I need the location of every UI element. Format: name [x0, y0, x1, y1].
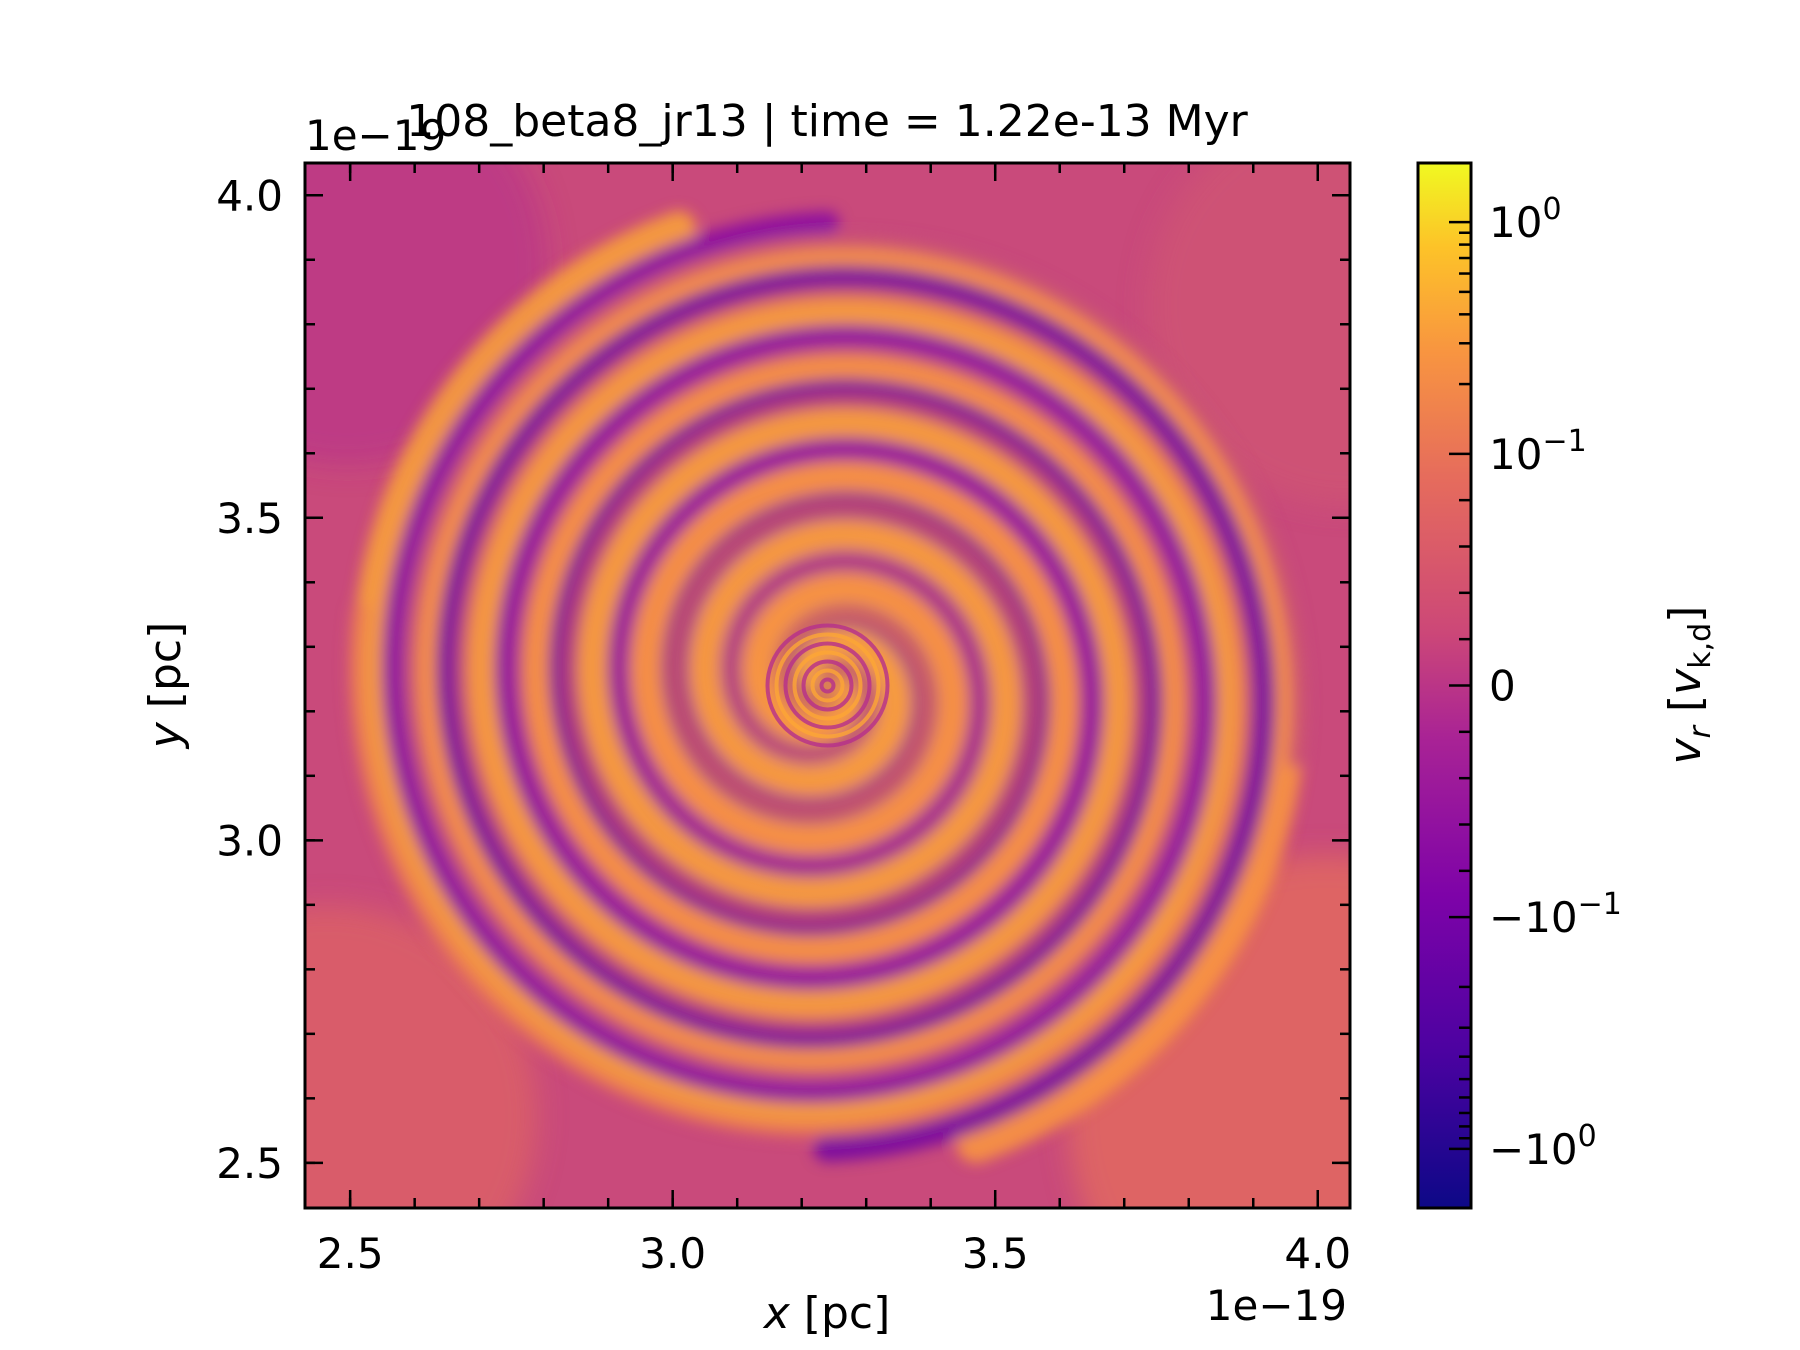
core-glow	[597, 455, 1058, 916]
x-tick-label: 2.5	[317, 1229, 384, 1278]
colorbar-label: vr [vk,d]	[1660, 606, 1718, 765]
core-rings	[765, 623, 890, 748]
colorbar-tick-label: 10−1	[1489, 424, 1587, 479]
spiral-pattern	[305, 163, 1350, 1208]
core-ring	[774, 632, 881, 739]
core-ring	[783, 641, 872, 730]
x-tick-label: 3.5	[962, 1229, 1029, 1278]
colorbar: 100 10−1 0 −10−1 −100 vr [vk,d]	[1416, 161, 1718, 1210]
y-tick-label: 2.5	[216, 1139, 283, 1188]
plot-frame	[303, 161, 1352, 1210]
heatmap-image	[305, 163, 1350, 1208]
chart-title: 108_beta8_jr13 | time = 1.22e-13 Myr	[406, 96, 1248, 147]
core-ring	[810, 668, 845, 703]
colorbar-tick-label: 100	[1489, 192, 1562, 247]
core-ring	[765, 623, 890, 748]
y-tick-label: 3.5	[216, 494, 283, 543]
x-axis-label: x [pc]	[762, 1288, 891, 1339]
y-axis-label: y [pc]	[140, 622, 191, 751]
x-tick-label: 3.0	[639, 1229, 706, 1278]
y-tick-label: 3.0	[216, 816, 283, 865]
plot-axes: 2.5 3.0 3.5 4.0 2.5 3.0 3.5 4.0	[216, 161, 1352, 1278]
y-tick-label: 4.0	[216, 171, 283, 220]
y-offset-text: 1e−19	[305, 111, 446, 160]
core-ring	[792, 650, 863, 721]
colorbar-tick-label: 0	[1489, 662, 1516, 711]
core-ring	[819, 677, 836, 694]
colorbar-tick-label: −10−1	[1489, 887, 1622, 942]
colorbar-tick-label: −100	[1489, 1119, 1597, 1174]
colorbar-ticks: 100 10−1 0 −10−1 −100	[1449, 192, 1622, 1174]
x-tick-label: 4.0	[1284, 1229, 1351, 1278]
core-ring	[801, 659, 854, 712]
x-offset-text: 1e−19	[1206, 1281, 1347, 1330]
